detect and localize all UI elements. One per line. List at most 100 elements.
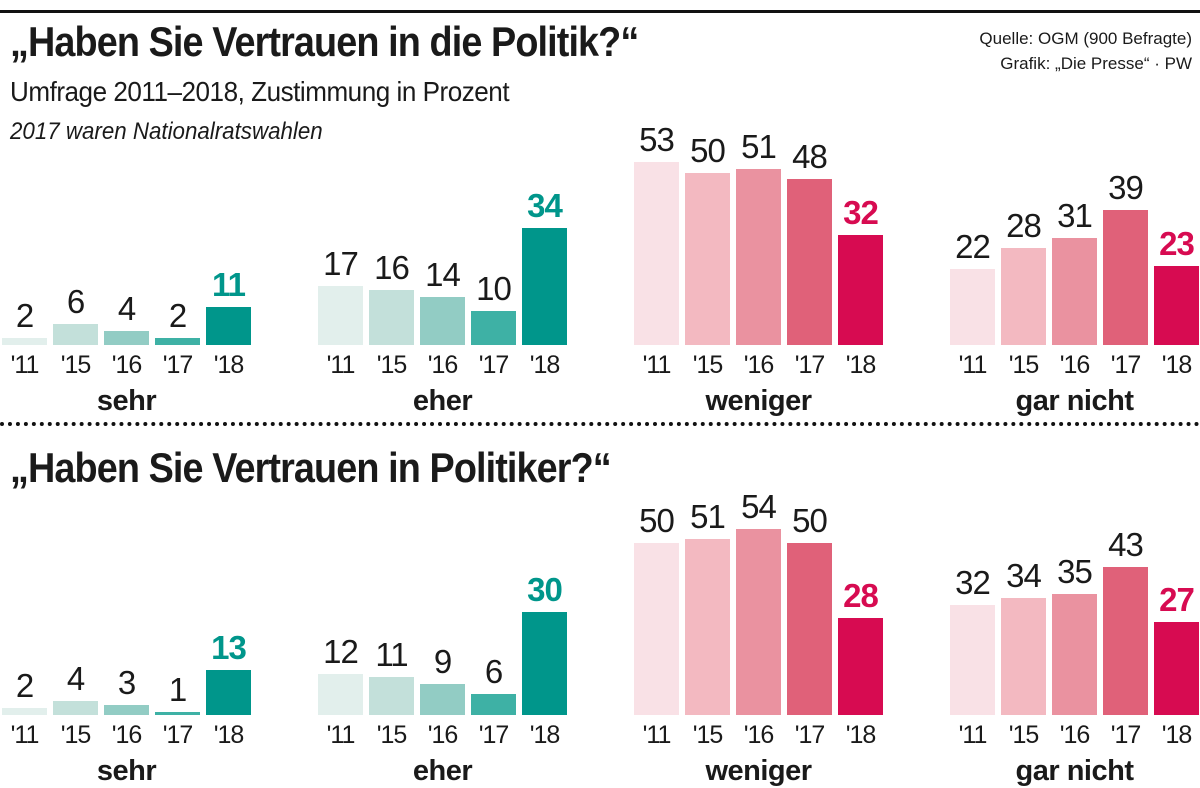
bar-column: 3	[104, 666, 149, 715]
bars-area: 2 4 3 1 13	[2, 490, 251, 715]
year-label: '18	[1161, 351, 1193, 379]
bar	[1001, 248, 1046, 345]
bar-column: 50	[634, 501, 679, 715]
bar-value-label: 32	[843, 193, 879, 231]
bar	[369, 289, 414, 345]
year-label: '17	[794, 721, 826, 749]
bar	[104, 704, 149, 715]
year-label: '15	[60, 351, 92, 379]
bar	[950, 604, 995, 715]
bar-column: 16	[369, 251, 414, 345]
bar-column: 4	[53, 662, 98, 715]
year-label: '16	[1059, 721, 1091, 749]
year-label: '15	[692, 721, 724, 749]
bar	[104, 331, 149, 345]
bar	[950, 269, 995, 345]
bars-area: 17 16 14 10 34	[318, 120, 567, 345]
bar-value-label: 43	[1108, 525, 1144, 563]
year-label: '15	[376, 721, 408, 749]
bar-column: 32	[838, 196, 883, 345]
bar	[1052, 238, 1097, 345]
bar-column: 54	[736, 490, 781, 715]
bar-value-label: 50	[792, 501, 828, 539]
top-border-line	[0, 10, 1200, 13]
year-label: '18	[213, 721, 245, 749]
bar-column: 30	[522, 573, 567, 715]
bar	[53, 701, 98, 715]
bar-value-label: 16	[374, 248, 410, 286]
bar	[1154, 621, 1199, 715]
bar-column: 50	[685, 131, 730, 345]
bar	[1103, 566, 1148, 715]
bar-value-label: 13	[211, 629, 247, 667]
chart-header: „Haben Sie Vertrauen in die Politik?“ Um…	[10, 18, 708, 146]
year-labels: '11 '15 '16 '17 '18	[318, 351, 567, 380]
chart-header-politiker: „Haben Sie Vertrauen in Politiker?“	[10, 445, 678, 490]
bars-area: 12 11 9 6 30	[318, 490, 567, 715]
bar-group-eher: 17 16 14 10 34 '11 '15 '16 '17 '18 eher	[318, 120, 567, 418]
bar-column: 9	[420, 645, 465, 715]
bar-value-label: 50	[639, 501, 675, 539]
year-label: '17	[162, 721, 194, 749]
bar-column: 4	[104, 292, 149, 345]
bar	[53, 324, 98, 345]
group-label: sehr	[96, 385, 157, 417]
bar	[2, 338, 47, 345]
year-labels: '11 '15 '16 '17 '18	[2, 721, 251, 750]
year-label: '16	[427, 351, 459, 379]
bar	[522, 227, 567, 345]
year-label: '17	[1110, 721, 1142, 749]
bar	[420, 683, 465, 715]
bar-value-label: 22	[955, 228, 991, 266]
bar	[155, 711, 200, 715]
bar	[634, 542, 679, 715]
bar-value-label: 4	[117, 290, 136, 328]
bar	[471, 694, 516, 715]
bar	[1154, 265, 1199, 345]
bar	[685, 539, 730, 715]
bar-value-label: 12	[323, 632, 359, 670]
year-label: '16	[1059, 351, 1091, 379]
chart-politiker: 2 4 3 1 13'11'15'16'17'18 sehr 12 11 9 6 30'11'15 '…	[2, 490, 1199, 788]
bar-column: 6	[53, 285, 98, 345]
bar-column: 17	[318, 247, 363, 345]
bar-value-label: 34	[527, 186, 563, 224]
bar-value-label: 48	[792, 138, 828, 176]
bar-group-sehr: 2 4 3 1 13 '11 '15 '16 '17 '18 sehr	[2, 490, 251, 788]
bar-value-label: 23	[1159, 224, 1195, 262]
bar-value-label: 11	[375, 636, 408, 673]
bar	[206, 307, 251, 345]
bar-column: 13	[206, 631, 251, 715]
year-label: '15	[376, 351, 408, 379]
year-label: '16	[743, 351, 775, 379]
bar-column: 51	[736, 130, 781, 345]
bar-column: 28	[1001, 209, 1046, 345]
bar-column: 22	[950, 230, 995, 345]
bar-value-label: 50	[690, 131, 726, 169]
bar-group-eher: 12 11 9 6 30 '11 '15 '16 '17 '18 eher	[318, 490, 567, 788]
bar-column: 11	[206, 268, 251, 345]
bar-value-label: 51	[690, 498, 726, 535]
bar	[206, 670, 251, 715]
bar-value-label: 28	[1006, 207, 1042, 245]
bar-column: 50	[787, 501, 832, 715]
bar-value-label: 51	[741, 128, 777, 165]
group-label: weniger	[705, 755, 812, 787]
year-label: '17	[794, 351, 826, 379]
year-label: '17	[162, 351, 194, 379]
chart-title-politik: „Haben Sie Vertrauen in die Politik?“	[10, 18, 639, 65]
credit-line: Grafik: „Die Presse“ · PW	[1000, 53, 1192, 73]
bar-value-label: 27	[1159, 580, 1195, 618]
bar	[155, 338, 200, 345]
bar-column: 28	[838, 579, 883, 715]
year-labels: '11 '15 '16 '17 '18	[634, 351, 883, 380]
year-labels: '11 '15 '16 '17 '18	[634, 721, 883, 750]
bar-value-label: 1	[168, 670, 187, 708]
bar-column: 6	[471, 655, 516, 715]
bar-value-label: 14	[425, 255, 461, 293]
year-labels: '11 '15 '16 '17 '18	[950, 721, 1199, 750]
bar-column: 31	[1052, 199, 1097, 345]
bar-value-label: 4	[66, 660, 85, 698]
chart-note: 2017 waren Nationalratswahlen	[10, 118, 323, 146]
group-label: eher	[412, 755, 473, 787]
